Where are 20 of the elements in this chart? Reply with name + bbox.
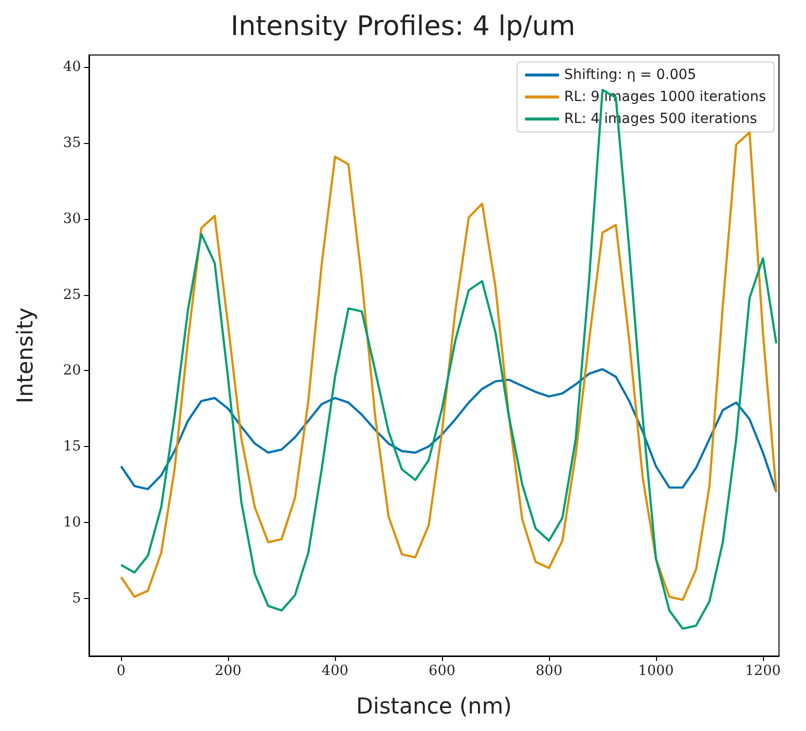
line-series (120, 368, 778, 494)
y-tick-label: 40 (63, 59, 81, 76)
x-axis-title: Distance (nm) (356, 694, 512, 720)
y-tick-label: 10 (63, 514, 81, 530)
x-tick-label: 0 (116, 663, 126, 679)
legend-label: Shifting: η = 0.005 (564, 67, 696, 83)
y-tick-label: 20 (63, 362, 81, 379)
x-tick-label: 1200 (745, 663, 781, 679)
y-tick-label: 15 (63, 438, 81, 455)
y-tick-label: 5 (72, 590, 81, 606)
x-tick-label: 800 (536, 663, 562, 679)
y-tick-label: 35 (63, 135, 81, 152)
chart-title: Intensity Profiles: 4 lp/um (230, 11, 576, 42)
x-tick-label: 1000 (638, 663, 674, 679)
y-axis-title: Intensity (14, 308, 38, 404)
x-tick-label: 400 (322, 663, 348, 679)
x-tick-label: 200 (214, 663, 242, 679)
y-tick-label: 30 (63, 210, 81, 227)
x-tick-label: 600 (428, 663, 456, 679)
y-tick-label: 25 (63, 286, 81, 303)
